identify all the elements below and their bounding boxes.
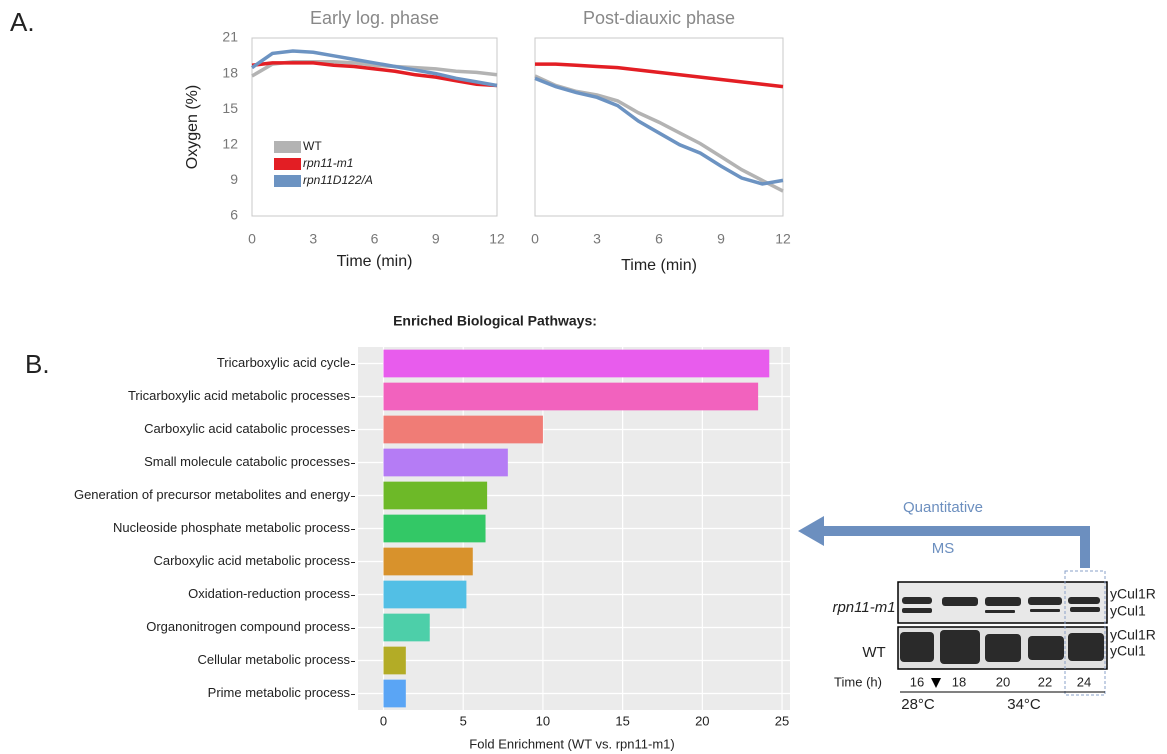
time: 20 bbox=[996, 674, 1010, 689]
y-tick-label: Small molecule catabolic processes bbox=[144, 454, 350, 469]
arrow bbox=[798, 516, 1090, 568]
legend-label: rpn11-m1 bbox=[303, 156, 353, 170]
x-axis-label: Fold Enrichment (WT vs. rpn11-m1) bbox=[469, 736, 674, 751]
arrow-label: MS bbox=[932, 540, 955, 557]
band-label: yCul1 bbox=[1110, 603, 1146, 619]
legend-label: WT bbox=[303, 139, 322, 153]
bar bbox=[383, 646, 406, 675]
bar bbox=[383, 547, 473, 576]
band-label: yCul1R bbox=[1110, 627, 1156, 643]
line bbox=[250, 49, 498, 88]
bar bbox=[383, 580, 467, 609]
time: 22 bbox=[1038, 674, 1052, 689]
panel-label: A. bbox=[10, 7, 35, 37]
legend-label: rpn11D122/A bbox=[303, 173, 373, 187]
y-axis-label: Oxygen (%) bbox=[184, 85, 201, 169]
temp: 34°C bbox=[1007, 696, 1041, 713]
x-tick-label: 12 bbox=[775, 231, 791, 247]
bar bbox=[383, 679, 406, 708]
line bbox=[251, 61, 498, 88]
y-tick-label: Oxidation-reduction process bbox=[188, 586, 350, 601]
x-tick-label: 3 bbox=[309, 231, 317, 247]
bar bbox=[383, 514, 486, 543]
y-tick-label: Generation of precursor metabolites and … bbox=[74, 487, 351, 502]
x-tick-label: 9 bbox=[717, 231, 725, 247]
legend-swatch bbox=[274, 175, 301, 187]
x-tick-label: 5 bbox=[460, 713, 467, 728]
chart-title: Post-diauxic phase bbox=[583, 8, 735, 28]
x-tick-label: 25 bbox=[775, 713, 789, 728]
y-tick-label: 9 bbox=[230, 171, 238, 187]
bar bbox=[383, 349, 770, 378]
y-tick-label: Tricarboxylic acid cycle bbox=[217, 355, 350, 370]
bar bbox=[383, 481, 488, 510]
y-tick-label: Nucleoside phosphate metabolic process bbox=[113, 520, 351, 535]
blot-row-label: rpn11-m1 bbox=[832, 599, 895, 616]
y-tick-label: Carboxylic acid metabolic process bbox=[153, 553, 350, 568]
x-tick-label: 20 bbox=[695, 713, 709, 728]
line bbox=[535, 62, 784, 89]
bar bbox=[383, 382, 759, 411]
x-tick-label: 0 bbox=[380, 713, 387, 728]
band-label: yCul1R bbox=[1110, 586, 1156, 602]
legend-swatch bbox=[274, 158, 301, 170]
y-tick-label: Organonitrogen compound process bbox=[146, 619, 350, 634]
x-tick-label: 6 bbox=[371, 231, 379, 247]
time: 18 bbox=[952, 674, 966, 689]
y-tick-label: Prime metabolic process bbox=[208, 685, 351, 700]
arrow-label: Quantitative bbox=[903, 499, 983, 516]
time-label: Time (h) bbox=[834, 674, 882, 689]
x-tick-label: 3 bbox=[593, 231, 601, 247]
x-tick-label: 0 bbox=[531, 231, 539, 247]
legend-swatch bbox=[274, 141, 301, 153]
temp: 28°C bbox=[901, 696, 935, 713]
y-tick-label: 15 bbox=[222, 100, 238, 116]
x-tick-label: 10 bbox=[536, 713, 550, 728]
chart-title: Early log. phase bbox=[310, 8, 439, 28]
y-tick-label: Cellular metabolic process bbox=[198, 652, 351, 667]
time: 16 bbox=[910, 674, 924, 689]
x-tick-label: 15 bbox=[615, 713, 629, 728]
x-tick-label: 9 bbox=[432, 231, 440, 247]
panel-label: B. bbox=[25, 349, 50, 379]
y-tick-label: Tricarboxylic acid metabolic processes bbox=[128, 388, 351, 403]
x-axis-label: Time (min) bbox=[337, 253, 413, 270]
x-tick-label: 6 bbox=[655, 231, 663, 247]
plot-frame bbox=[251, 37, 498, 217]
line bbox=[534, 76, 784, 186]
bar bbox=[383, 415, 543, 444]
bar bbox=[383, 613, 430, 642]
x-tick-label: 0 bbox=[248, 231, 256, 247]
time: 24 bbox=[1077, 674, 1091, 689]
y-tick-label: 12 bbox=[222, 136, 238, 152]
y-tick-label: 18 bbox=[222, 64, 238, 80]
x-tick-label: 12 bbox=[489, 231, 505, 247]
blot-row-label: WT bbox=[862, 644, 885, 661]
y-tick-label: 21 bbox=[222, 29, 238, 45]
bar bbox=[383, 448, 508, 477]
plot-frame bbox=[534, 37, 784, 217]
y-tick-label: 6 bbox=[230, 207, 238, 223]
blot bbox=[897, 570, 1108, 696]
y-tick-label: Carboxylic acid catabolic processes bbox=[144, 421, 350, 436]
chart-title: Enriched Biological Pathways: bbox=[393, 313, 597, 329]
band-label: yCul1 bbox=[1110, 643, 1146, 659]
x-axis-label: Time (min) bbox=[621, 257, 697, 274]
